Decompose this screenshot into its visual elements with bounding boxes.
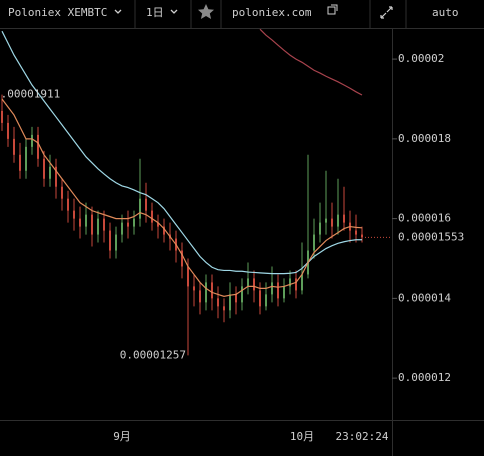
candle-body xyxy=(271,282,273,295)
plot-area xyxy=(1,29,363,356)
moving-average-line xyxy=(1,30,362,275)
candle-body xyxy=(187,266,189,287)
candle-body xyxy=(31,134,33,147)
candle-body xyxy=(121,222,123,235)
candle-body xyxy=(37,134,39,159)
fullscreen-icon[interactable] xyxy=(380,6,393,19)
candle-body xyxy=(199,290,201,303)
candle-body xyxy=(1,110,3,123)
candle-body xyxy=(91,214,93,235)
candle-body xyxy=(67,198,69,211)
candle-body xyxy=(19,154,21,171)
candle-body xyxy=(97,218,99,235)
high-annotation: 0.00001911 xyxy=(0,88,60,101)
candle-body xyxy=(241,286,243,303)
candle-body xyxy=(151,210,153,223)
candle-body xyxy=(283,286,285,299)
moving-average-line xyxy=(1,98,363,297)
symbol-button[interactable]: Poloniex XEMBTC xyxy=(8,6,107,19)
candle-body xyxy=(217,298,219,307)
candle-body xyxy=(109,230,111,251)
candle-body xyxy=(343,214,345,223)
time-label: 23:02:24 xyxy=(336,430,389,443)
y-tick-label: 0.00002 xyxy=(398,52,444,65)
interval-button[interactable]: 1日 xyxy=(146,6,164,19)
candle-body xyxy=(253,278,255,291)
moving-average-line xyxy=(259,29,363,96)
candle-body xyxy=(277,282,279,299)
site-link[interactable]: poloniex.com xyxy=(232,6,312,19)
candle-body xyxy=(355,230,357,235)
y-tick-label: 0.000012 xyxy=(398,371,451,384)
candle-body xyxy=(295,278,297,291)
candle-body xyxy=(25,146,27,171)
candle-body xyxy=(7,122,9,139)
candle-body xyxy=(145,198,147,211)
candle-body xyxy=(115,234,117,251)
candle-body xyxy=(331,218,333,227)
candle-body xyxy=(319,222,321,235)
candle-body xyxy=(85,214,87,227)
candle-body xyxy=(193,286,195,291)
candle-body xyxy=(73,210,75,219)
candle-body xyxy=(325,218,327,223)
y-tick-label: 0.000014 xyxy=(398,291,451,304)
candle-body xyxy=(313,234,315,251)
popout-icon[interactable] xyxy=(327,4,338,15)
scale-button[interactable]: auto xyxy=(432,6,459,19)
candle-body xyxy=(259,290,261,307)
candle-body xyxy=(181,250,183,267)
favorite-star[interactable] xyxy=(198,4,214,19)
x-tick-label: 9月 xyxy=(113,430,131,443)
candle-body xyxy=(247,278,249,287)
y-tick-label: 0.000018 xyxy=(398,132,451,145)
candle-body xyxy=(163,226,165,235)
candle-body xyxy=(205,282,207,303)
candle-body xyxy=(79,218,81,227)
candle-body xyxy=(211,282,213,299)
candle-body xyxy=(61,186,63,199)
x-tick-label: 10月 xyxy=(290,430,314,443)
low-annotation: 0.00001257 xyxy=(120,348,186,361)
candle-body xyxy=(133,218,135,227)
candle-body xyxy=(235,294,237,303)
candle-body xyxy=(337,214,339,227)
candle-body xyxy=(229,294,231,311)
candle-body xyxy=(49,166,51,179)
candle-body xyxy=(289,278,291,287)
candle-body xyxy=(103,218,105,231)
interval-chevron[interactable] xyxy=(170,9,178,14)
toolbar: Poloniex XEMBTC 1日 poloniex.com auto xyxy=(0,0,484,29)
candle-body xyxy=(157,222,159,227)
candle-body xyxy=(139,198,141,219)
last-price-label: 0.00001553 xyxy=(398,230,464,243)
candle-body xyxy=(55,166,57,187)
candle-body xyxy=(43,158,45,179)
symbol-chevron[interactable] xyxy=(114,9,122,14)
candle-body xyxy=(301,274,303,291)
candle-body xyxy=(223,306,225,311)
candle-body xyxy=(265,294,267,307)
candle-body xyxy=(13,138,15,155)
y-tick-label: 0.000016 xyxy=(398,212,451,225)
candle-body xyxy=(361,234,363,238)
candle-body xyxy=(127,222,129,227)
